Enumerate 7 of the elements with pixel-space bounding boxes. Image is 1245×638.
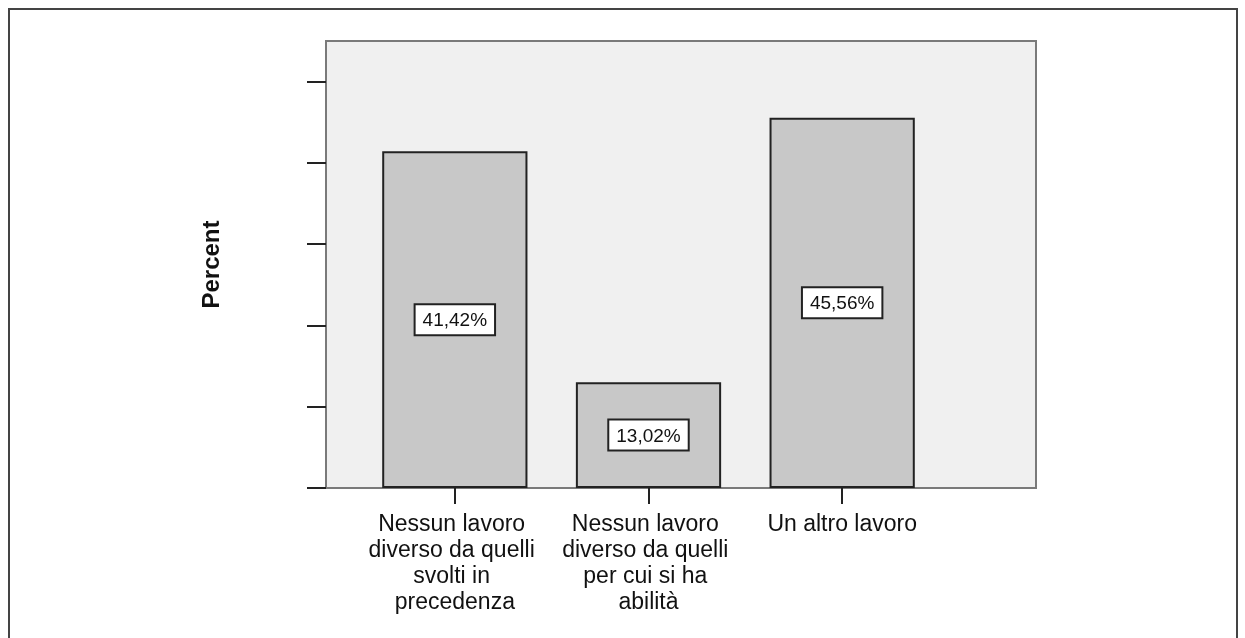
- data-label: 45,56%: [809, 292, 875, 314]
- x-tick-label: Un altro lavoro: [767, 510, 917, 536]
- x-tick-label: Nessun lavoro diverso da quelli svolti in precedenza: [368, 510, 542, 614]
- data-label: 41,42%: [422, 309, 488, 331]
- data-label: 13,02%: [616, 424, 681, 446]
- x-tick-label: Nessun lavoro diverso da quelli per cui si ha abilità: [562, 510, 735, 614]
- y-axis-title: Percent: [196, 220, 224, 309]
